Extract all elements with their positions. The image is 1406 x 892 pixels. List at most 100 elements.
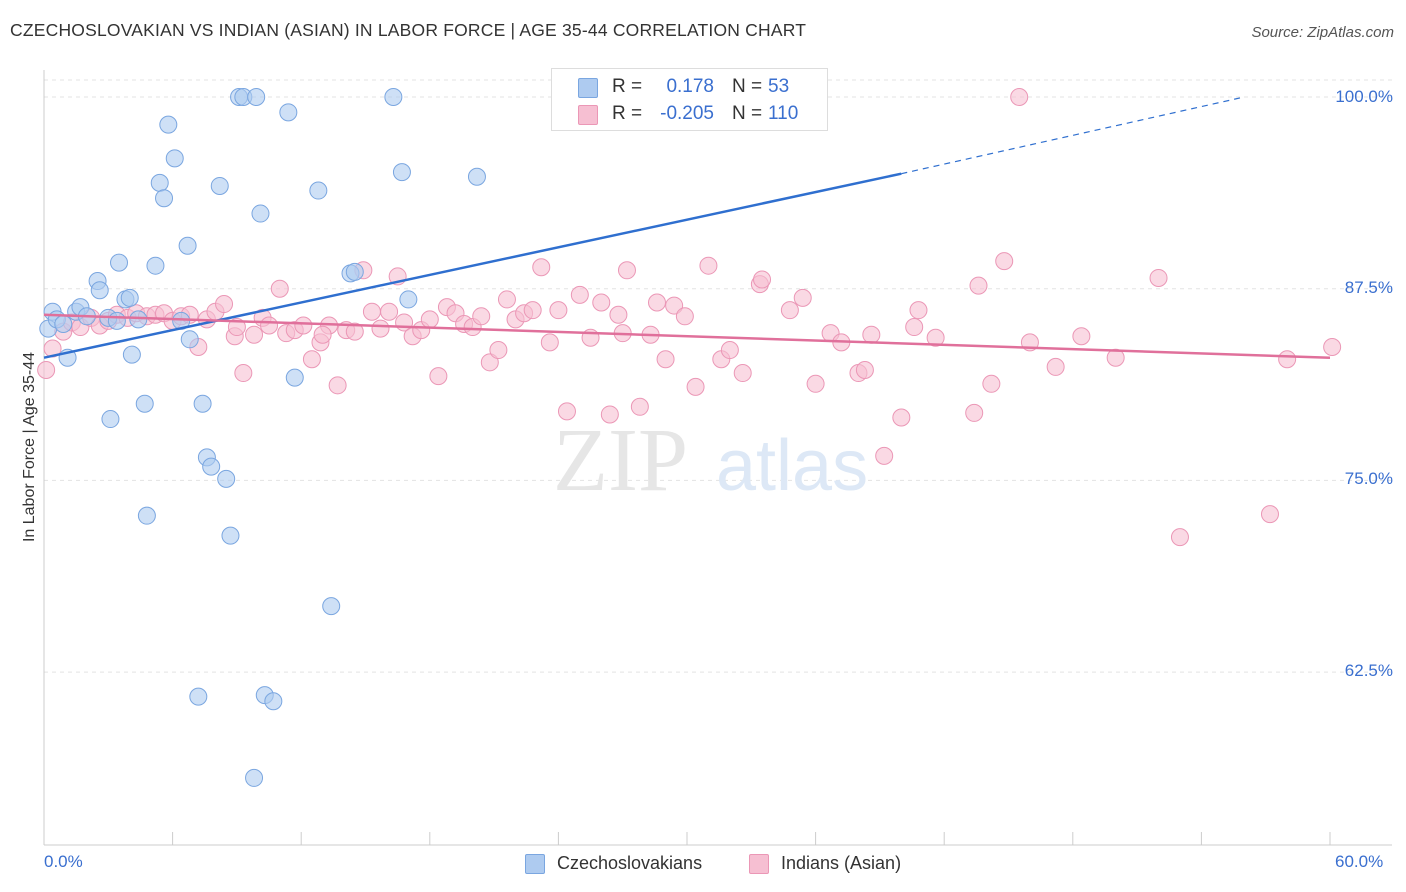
y-tick-label: 62.5% — [1344, 661, 1393, 680]
indian-point — [1010, 88, 1029, 106]
czech-point — [384, 88, 403, 106]
czech-point — [202, 457, 221, 476]
indian-point — [699, 256, 718, 275]
indian-point — [313, 325, 332, 344]
y-axis-label: In Labor Force | Age 35-44 — [21, 351, 38, 543]
r-label: R = — [612, 76, 643, 97]
indian-point — [294, 316, 313, 335]
indian-point — [1106, 348, 1125, 367]
czech-point — [120, 288, 139, 307]
czech-point — [107, 311, 126, 330]
czech-point — [251, 204, 270, 223]
indian-point — [1046, 357, 1065, 376]
watermark-atlas: atlas — [716, 426, 868, 506]
indian-point — [37, 360, 56, 379]
indian-point — [675, 307, 694, 326]
indian-point — [926, 328, 945, 347]
n-value-czech: 53 — [768, 76, 790, 97]
y-tick-label: 75.0% — [1344, 469, 1393, 488]
czech-point — [178, 236, 197, 255]
indian-point — [1323, 337, 1342, 356]
indian-point — [540, 333, 559, 352]
stats-row-czech: R = 0.178 N = 53 — [552, 74, 827, 100]
legend-swatch-indian — [749, 854, 769, 874]
legend-swatch-czech — [525, 854, 545, 874]
czech-point — [193, 394, 212, 413]
chart-title: CZECHOSLOVAKIAN VS INDIAN (ASIAN) IN LAB… — [10, 20, 807, 40]
czech-point — [159, 115, 178, 134]
indian-point — [806, 374, 825, 393]
n-value-indian: 110 — [768, 103, 799, 124]
czech-point — [155, 189, 174, 208]
indian-point — [780, 301, 799, 320]
czech-point — [217, 469, 236, 488]
y-tick-label: 100.0% — [1335, 87, 1393, 106]
czech-point — [264, 692, 283, 711]
indian-point — [260, 316, 279, 335]
indian-point — [969, 276, 988, 295]
indian-point — [592, 293, 611, 312]
czech-point — [189, 687, 208, 706]
czech-point — [467, 167, 486, 186]
n-label: N = — [732, 76, 763, 97]
indian-point — [380, 302, 399, 321]
watermark-zip: ZIP — [553, 411, 688, 510]
czech-point — [54, 314, 73, 333]
indian-point — [862, 325, 881, 344]
indian-point — [909, 301, 928, 320]
indian-point — [1149, 268, 1168, 287]
indian-point — [656, 350, 675, 369]
czech-point — [101, 410, 120, 429]
czech-point — [180, 330, 199, 349]
y-tick-label: 87.5% — [1344, 278, 1393, 297]
indian-point — [489, 341, 508, 360]
indian-point — [995, 252, 1014, 271]
czech-point — [210, 176, 229, 195]
czech-point — [90, 281, 109, 300]
indian-point — [647, 293, 666, 312]
axes — [43, 70, 1392, 846]
indian-point — [609, 305, 628, 324]
czech-point — [110, 253, 129, 272]
y-axis-label-wrap: In Labor Force | Age 35-44 — [18, 320, 42, 580]
czech-point — [122, 345, 141, 364]
czech-trend-line — [43, 172, 902, 359]
watermark: ZIP atlas — [553, 411, 868, 510]
indian-swatch — [578, 105, 598, 125]
indian-point — [855, 360, 874, 379]
czech-point — [245, 768, 264, 787]
indian-point — [245, 325, 264, 344]
indian-point — [1072, 327, 1091, 346]
r-value-indian: -0.205 — [660, 103, 714, 124]
czech-point — [165, 149, 184, 168]
indian-point — [227, 318, 246, 337]
czech-point — [309, 181, 328, 200]
czech-point — [279, 103, 298, 122]
legend-label-czech: Czechoslovakians — [557, 853, 703, 873]
indian-point — [1170, 528, 1189, 547]
czech-point — [150, 173, 169, 192]
indian-point — [875, 446, 894, 465]
czech-point — [129, 310, 148, 329]
indian-point — [905, 318, 924, 337]
indian-point — [617, 261, 636, 280]
czech-point — [221, 526, 240, 545]
czech-point — [135, 394, 154, 413]
indian-point — [371, 319, 390, 338]
indian-point — [600, 405, 619, 424]
indian-point — [549, 301, 568, 320]
czech-point — [137, 506, 156, 525]
n-label: N = — [732, 103, 763, 124]
indian-point — [793, 288, 812, 307]
czech-point — [322, 597, 341, 616]
indian-point — [429, 367, 448, 386]
indian-trend-line — [43, 313, 1331, 359]
indian-point — [570, 285, 589, 304]
czech-point — [146, 256, 165, 275]
indian-point — [557, 402, 576, 421]
r-value-czech: 0.178 — [666, 76, 714, 97]
indian-point — [345, 322, 364, 341]
indian-point — [270, 279, 289, 298]
indian-point — [420, 310, 439, 329]
